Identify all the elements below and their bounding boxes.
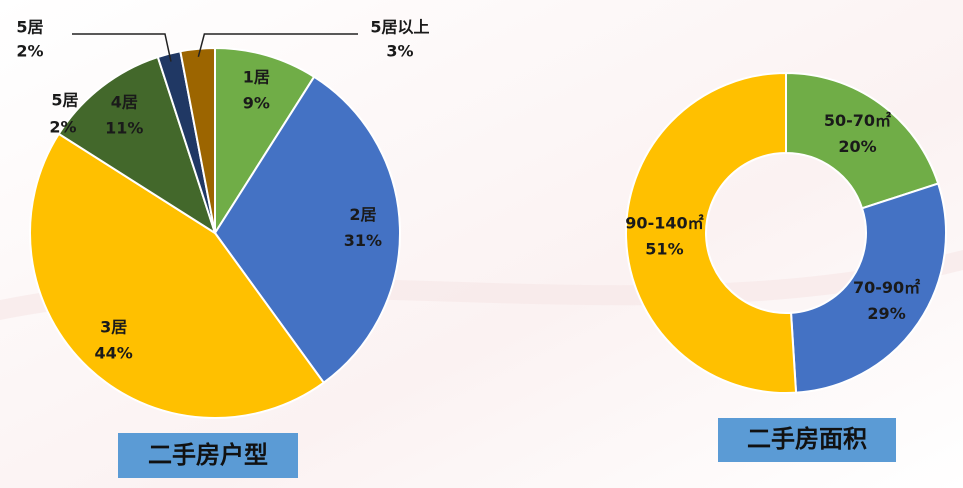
leader-line [197,33,358,57]
chart-title: 二手房面积 [747,425,867,453]
slice-label: 5居 [16,18,43,37]
leader-line [72,33,172,62]
slice-value: 11% [105,119,143,138]
slice-label: 5居以上 [370,18,429,37]
slice [29,132,326,419]
slice [213,75,401,385]
slice-label: 2居 [349,205,376,224]
slice [624,71,798,394]
annotation-value: 2% [49,118,76,137]
slice-label: 1居 [243,67,270,86]
slice [57,55,217,236]
annotation-label: 5居 [51,91,78,110]
slice-label: 70-90㎡ [853,278,920,297]
slice-value: 20% [838,137,876,156]
slice-value: 51% [645,239,683,258]
slice-value: 9% [243,93,270,112]
slice-value: 44% [95,343,133,362]
title-box [718,418,896,462]
slice-label: 90-140㎡ [625,213,703,232]
slice-label: 4居 [111,93,138,112]
slice-label: 3居 [100,317,127,336]
slice-value: 31% [344,231,382,250]
slice-value: 29% [867,304,905,323]
chart-title: 二手房户型 [148,441,268,469]
title-box [118,433,298,478]
slice [214,46,316,237]
slice [179,46,216,234]
slice-label: 50-70㎡ [824,111,891,130]
slice [785,71,940,210]
slice-value: 3% [386,42,413,61]
slice-value: 2% [16,42,43,61]
slice [789,182,947,394]
